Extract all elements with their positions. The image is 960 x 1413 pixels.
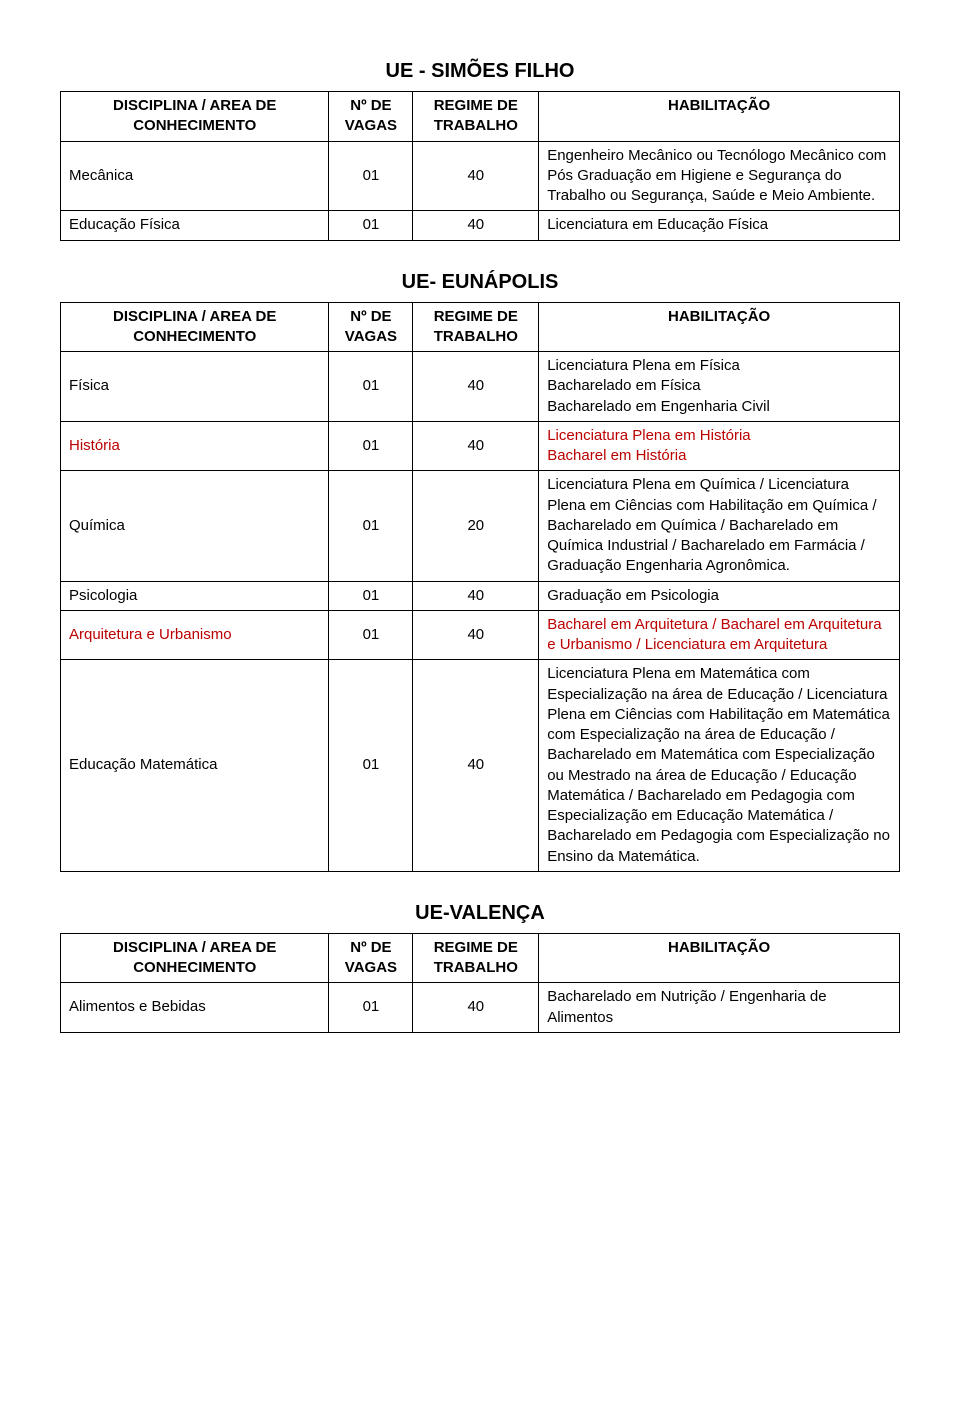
cell-habilitacao: Licenciatura em Educação Física <box>539 211 900 240</box>
cell-vagas: 01 <box>329 610 413 660</box>
column-header: Nº DE VAGAS <box>329 933 413 983</box>
cell-discipline: Educação Física <box>61 211 329 240</box>
cell-regime: 20 <box>413 471 539 581</box>
column-header: HABILITAÇÃO <box>539 933 900 983</box>
cell-vagas: 01 <box>329 421 413 471</box>
cell-regime: 40 <box>413 421 539 471</box>
column-header: REGIME DE TRABALHO <box>413 933 539 983</box>
cell-regime: 40 <box>413 141 539 211</box>
cell-vagas: 01 <box>329 983 413 1033</box>
table-row: Alimentos e Bebidas0140Bacharelado em Nu… <box>61 983 900 1033</box>
cell-discipline: Alimentos e Bebidas <box>61 983 329 1033</box>
table-row: Educação Física0140Licenciatura em Educa… <box>61 211 900 240</box>
table-row: Arquitetura e Urbanismo0140Bacharel em A… <box>61 610 900 660</box>
section-title: UE-VALENÇA <box>60 902 900 925</box>
cell-habilitacao: Licenciatura Plena em HistóriaBacharel e… <box>539 421 900 471</box>
cell-habilitacao: Graduação em Psicologia <box>539 581 900 610</box>
table-row: Educação Matemática0140 Licenciatura Ple… <box>61 660 900 872</box>
cell-vagas: 01 <box>329 660 413 872</box>
table-row: Psicologia0140Graduação em Psicologia <box>61 581 900 610</box>
cell-discipline: Física <box>61 352 329 422</box>
column-header: Nº DE VAGAS <box>329 92 413 142</box>
cell-vagas: 01 <box>329 141 413 211</box>
section-title: UE- EUNÁPOLIS <box>60 271 900 294</box>
cell-regime: 40 <box>413 211 539 240</box>
cell-habilitacao: Bacharel em Arquitetura / Bacharel em Ar… <box>539 610 900 660</box>
column-header: DISCIPLINA / AREA DE CONHECIMENTO <box>61 933 329 983</box>
cell-discipline: Arquitetura e Urbanismo <box>61 610 329 660</box>
cell-habilitacao: Licenciatura Plena em Matemática com Esp… <box>539 660 900 872</box>
column-header: REGIME DE TRABALHO <box>413 302 539 352</box>
table-row: Química0120Licenciatura Plena em Química… <box>61 471 900 581</box>
cell-discipline: Química <box>61 471 329 581</box>
column-header: DISCIPLINA / AREA DE CONHECIMENTO <box>61 92 329 142</box>
cell-vagas: 01 <box>329 352 413 422</box>
section-title: UE - SIMÕES FILHO <box>60 60 900 83</box>
table-row: Física0140Licenciatura Plena em FísicaBa… <box>61 352 900 422</box>
cell-discipline: Educação Matemática <box>61 660 329 872</box>
column-header: DISCIPLINA / AREA DE CONHECIMENTO <box>61 302 329 352</box>
cell-habilitacao: Bacharelado em Nutrição / Engenharia de … <box>539 983 900 1033</box>
cell-regime: 40 <box>413 610 539 660</box>
section-table: DISCIPLINA / AREA DE CONHECIMENTONº DE V… <box>60 933 900 1033</box>
section-table: DISCIPLINA / AREA DE CONHECIMENTONº DE V… <box>60 302 900 872</box>
cell-regime: 40 <box>413 581 539 610</box>
cell-discipline: História <box>61 421 329 471</box>
cell-habilitacao: Licenciatura Plena em FísicaBacharelado … <box>539 352 900 422</box>
column-header: REGIME DE TRABALHO <box>413 92 539 142</box>
cell-discipline: Mecânica <box>61 141 329 211</box>
cell-regime: 40 <box>413 660 539 872</box>
cell-habilitacao: Engenheiro Mecânico ou Tecnólogo Mecânic… <box>539 141 900 211</box>
cell-vagas: 01 <box>329 211 413 240</box>
cell-regime: 40 <box>413 983 539 1033</box>
cell-discipline: Psicologia <box>61 581 329 610</box>
cell-vagas: 01 <box>329 581 413 610</box>
column-header: Nº DE VAGAS <box>329 302 413 352</box>
table-row: História0140Licenciatura Plena em Histór… <box>61 421 900 471</box>
cell-habilitacao: Licenciatura Plena em Química / Licencia… <box>539 471 900 581</box>
cell-regime: 40 <box>413 352 539 422</box>
column-header: HABILITAÇÃO <box>539 302 900 352</box>
cell-vagas: 01 <box>329 471 413 581</box>
table-row: Mecânica0140Engenheiro Mecânico ou Tecnó… <box>61 141 900 211</box>
section-table: DISCIPLINA / AREA DE CONHECIMENTONº DE V… <box>60 91 900 241</box>
column-header: HABILITAÇÃO <box>539 92 900 142</box>
